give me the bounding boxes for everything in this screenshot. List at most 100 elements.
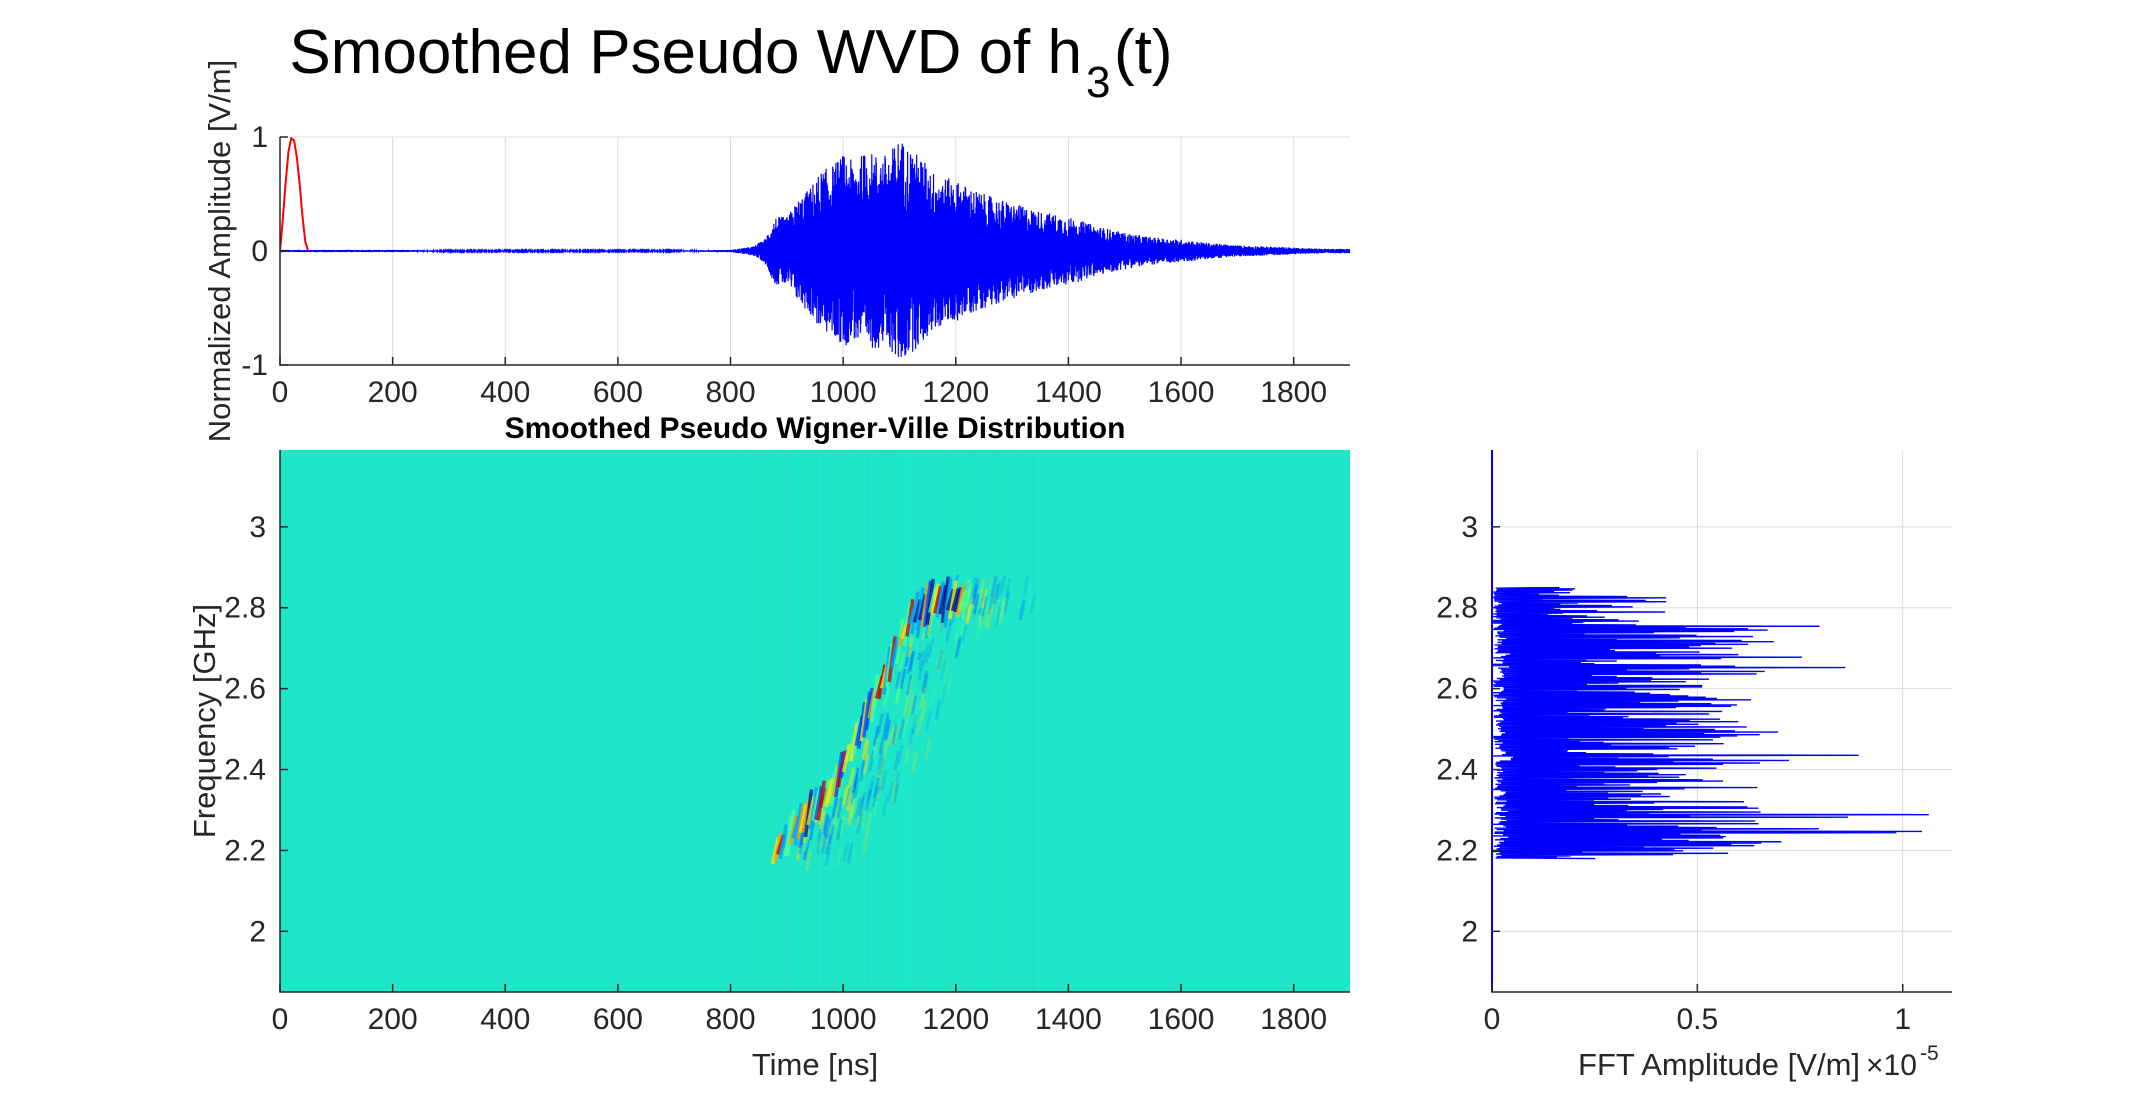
spwvd-stripe-weak: [908, 695, 916, 716]
spwvd-stripe-weak: [904, 742, 912, 763]
spwvd-stripe-weak: [979, 587, 987, 609]
spwvd-stripe-weak: [987, 594, 995, 616]
spwvd-stripe-weak: [894, 668, 902, 690]
figure-title-tail: (t): [1114, 18, 1173, 87]
spwvd-stripe-weak: [849, 769, 857, 791]
spwvd-stripe-weak: [906, 636, 914, 658]
spwvd-stripe-weak: [908, 650, 916, 672]
spwvd-stripe-weak: [917, 650, 925, 672]
spwvd-stripe-weak: [904, 646, 912, 668]
spwvd-stripe-weak: [971, 589, 979, 611]
spwvd-stripe-weak: [977, 594, 985, 615]
spwvd-stripe-weak: [892, 723, 900, 745]
spwvd-stripe-weak: [862, 740, 870, 761]
spwvd-y-tick-label: 2.4: [224, 754, 266, 787]
spwvd-stripe-weak: [998, 602, 1006, 624]
spwvd-stripe-weak: [839, 816, 847, 837]
spwvd-stripe-weak: [927, 637, 935, 658]
spwvd-stripe-weak: [859, 760, 867, 782]
spwvd-stripe: [783, 815, 793, 857]
spwvd-stripe-weak: [868, 775, 876, 797]
spwvd-stripe-weak: [917, 659, 925, 681]
spwvd-x-tick-label: 1800: [1260, 1003, 1327, 1036]
spwvd-stripe-weak: [877, 757, 885, 778]
fft-x-multiplier: ×10: [1866, 1049, 1917, 1082]
spwvd-stripe-weak: [803, 830, 811, 852]
spwvd-stripe-weak: [922, 644, 930, 665]
fft-x-tick-label: 0.5: [1676, 1003, 1718, 1036]
spwvd-stripe-weak: [905, 674, 913, 696]
spwvd-x-tick-label: 1200: [922, 1003, 989, 1036]
spwvd-stripe-weak: [955, 636, 963, 658]
spwvd-stripe-weak: [913, 704, 921, 726]
spwvd-stripe-weak: [929, 684, 937, 706]
spwvd-stripe-weak: [859, 791, 867, 813]
spwvd-stripe-weak: [828, 824, 836, 846]
spwvd-stripe-weak: [846, 842, 854, 863]
spwvd-x-tick-label: 600: [593, 1003, 643, 1036]
spwvd-stripe: [813, 785, 824, 821]
spwvd-stripe-weak: [966, 582, 974, 603]
spwvd-stripe-weak: [899, 668, 907, 689]
spwvd-stripe-weak: [832, 806, 840, 828]
spwvd-stripe-weak: [1004, 577, 1012, 599]
spwvd-stripe-weak: [805, 850, 812, 871]
fft-x-exponent: -5: [1920, 1042, 1939, 1065]
spwvd-stripe: [955, 584, 966, 615]
spwvd-stripe-weak: [898, 651, 906, 673]
spwvd-stripe: [786, 810, 796, 856]
spwvd-stripe: [948, 580, 958, 619]
spwvd-stripe-weak: [984, 606, 992, 628]
spwvd-stripe: [821, 779, 831, 812]
spwvd-stripe-weak: [917, 639, 925, 661]
spwvd-stripe-weak: [989, 594, 997, 615]
spwvd-stripe-weak: [979, 600, 987, 622]
spwvd-stripe-weak: [945, 621, 953, 643]
signal-x-tick-label: 1800: [1260, 376, 1327, 409]
spwvd-x-tick-label: 1400: [1035, 1003, 1102, 1036]
spwvd-stripe-weak: [823, 816, 831, 838]
spwvd-y-tick-label: 3: [249, 511, 266, 544]
spwvd-stripe-weak: [808, 819, 816, 841]
fft-xlabel: FFT Amplitude [V/m]: [1578, 1047, 1860, 1082]
signal-series-line: [280, 143, 1350, 358]
spwvd-x-tick-label: 0: [272, 1003, 289, 1036]
spwvd-stripe-weak: [872, 737, 880, 759]
spwvd-stripe-weak: [970, 576, 978, 598]
spwvd-y-tick-label: 2.8: [224, 592, 266, 625]
spwvd-stripe-weak: [795, 840, 803, 862]
spwvd-stripe-weak: [866, 781, 874, 802]
spwvd-x-tick-label: 800: [705, 1003, 755, 1036]
spwvd-stripe-weak: [882, 686, 890, 707]
spwvd-stripe-weak: [910, 695, 918, 716]
spwvd-y-tick-label: 2: [249, 915, 266, 948]
spwvd-stripe-weak: [852, 777, 860, 799]
spwvd-stripe-weak: [1022, 575, 1030, 596]
spwvd-x-tick-label: 1600: [1148, 1003, 1215, 1036]
spwvd-stripe-weak: [965, 585, 972, 607]
spwvd-stripe-weak: [965, 603, 973, 624]
spwvd-stripe-weak: [964, 590, 972, 611]
spwvd-stripe: [811, 790, 821, 822]
spwvd-stripe-weak: [980, 595, 988, 617]
spwvd-stripe-weak: [972, 593, 980, 615]
spwvd-stripe-weak: [919, 687, 927, 708]
spwvd-stripe-weak: [893, 749, 901, 771]
spwvd-stripe-weak: [846, 791, 854, 813]
spwvd-stripe: [960, 579, 971, 620]
spwvd-stripe: [943, 577, 953, 622]
spwvd-stripe-weak: [882, 712, 890, 734]
spwvd-plot: Smoothed Pseudo Wigner-Ville Distributio…: [187, 412, 1350, 1082]
spwvd-stripe-weak: [881, 795, 889, 816]
spwvd-stripe-weak: [824, 834, 832, 855]
spwvd-stripe-weak: [895, 681, 903, 703]
spwvd-xlabel: Time [ns]: [752, 1047, 878, 1082]
spwvd-stripe-weak: [906, 676, 914, 697]
spwvd-stripe-weak: [1018, 599, 1026, 621]
spwvd-stripe-weak: [920, 670, 928, 692]
spwvd-stripe-weak: [892, 783, 900, 804]
spwvd-stripe: [953, 587, 963, 613]
signal-y-tick-label: 0: [251, 235, 268, 268]
spwvd-stripe-weak: [872, 725, 880, 747]
spwvd-stripe-weak: [864, 789, 872, 811]
